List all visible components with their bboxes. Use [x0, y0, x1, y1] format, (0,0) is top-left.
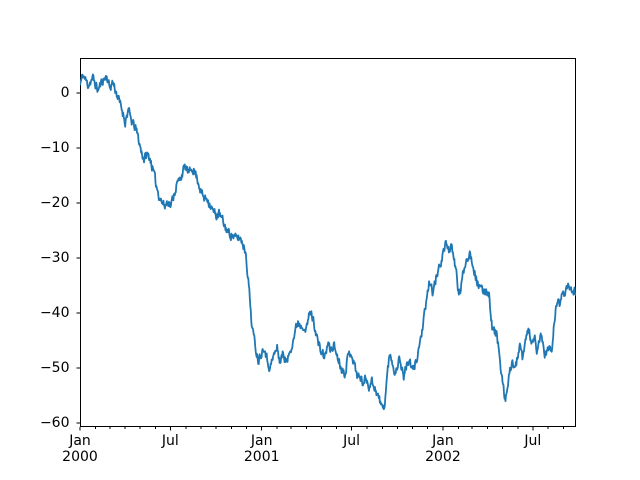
x-tick-label: Jan 2000	[40, 433, 120, 465]
x-tick-year: 2001	[243, 449, 280, 465]
x-tick-label: Jan 2002	[403, 433, 483, 465]
y-tick-label: −60	[39, 415, 70, 431]
axes-spines	[80, 58, 576, 427]
x-tick-month: Jan	[432, 433, 454, 449]
x-tick-month: Jul	[343, 433, 361, 449]
x-tick-label: Jan 2001	[222, 433, 302, 465]
x-tick-month: Jul	[161, 433, 179, 449]
series-cumulative-random-walk	[80, 73, 576, 411]
x-tick-month: Jan	[250, 433, 273, 449]
x-tick-label: Jul	[130, 433, 210, 449]
x-tick-label: Jul	[493, 433, 573, 449]
y-tick-label: 0	[60, 85, 70, 101]
x-tick-year: 2000	[62, 449, 98, 465]
y-tick-label: −50	[39, 360, 70, 376]
x-tick-month: Jul	[524, 433, 542, 449]
y-tick-label: −10	[39, 140, 70, 156]
y-tick-label: −30	[39, 250, 70, 266]
y-tick-label: −20	[39, 195, 70, 211]
x-tick-label: Jul	[312, 433, 392, 449]
x-tick-month: Jan	[69, 433, 91, 449]
y-tick-label: −40	[39, 305, 70, 321]
x-tick-year: 2002	[425, 449, 461, 465]
